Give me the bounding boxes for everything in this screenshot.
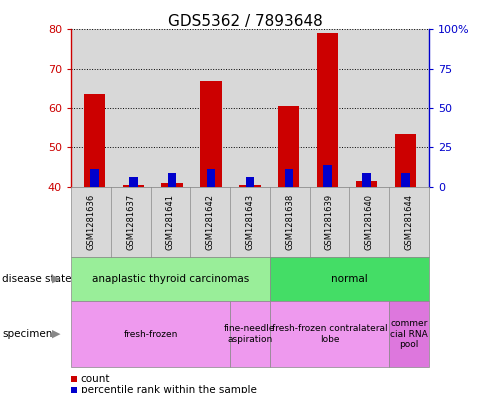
Bar [323,165,332,187]
Text: GSM1281639: GSM1281639 [325,194,334,250]
Text: GSM1281641: GSM1281641 [166,194,175,250]
Bar [285,169,293,187]
Text: GSM1281638: GSM1281638 [285,194,294,250]
Text: ▶: ▶ [52,274,61,284]
Bar [245,177,254,187]
Bar [317,33,339,187]
Text: GDS5362 / 7893648: GDS5362 / 7893648 [168,14,322,29]
Text: GSM1281637: GSM1281637 [126,194,135,250]
Text: normal: normal [331,274,368,284]
Text: percentile rank within the sample: percentile rank within the sample [81,386,257,393]
Bar [356,181,377,187]
Text: count: count [81,375,110,384]
Text: commer
cial RNA
pool: commer cial RNA pool [390,319,428,349]
Bar [239,185,261,187]
Text: fresh-frozen contralateral
lobe: fresh-frozen contralateral lobe [271,324,387,344]
Text: GSM1281640: GSM1281640 [365,194,374,250]
Bar [362,173,371,187]
Text: GSM1281636: GSM1281636 [86,194,96,250]
Text: GSM1281644: GSM1281644 [404,194,414,250]
Text: anaplastic thyroid carcinomas: anaplastic thyroid carcinomas [92,274,249,284]
Text: GSM1281643: GSM1281643 [245,194,254,250]
Bar [395,134,416,187]
Bar [90,169,98,187]
Bar [122,185,144,187]
Text: specimen: specimen [2,329,53,339]
Bar [278,106,299,187]
Bar [129,177,138,187]
Bar [168,173,176,187]
Text: disease state: disease state [2,274,72,284]
Text: GSM1281642: GSM1281642 [206,194,215,250]
Text: ▶: ▶ [52,329,61,339]
Bar [200,81,221,187]
Bar [401,173,410,187]
Bar [161,183,183,187]
Bar [207,169,215,187]
Text: fresh-frozen: fresh-frozen [123,330,178,338]
Text: fine-needle
aspiration: fine-needle aspiration [224,324,276,344]
Bar [84,94,105,187]
